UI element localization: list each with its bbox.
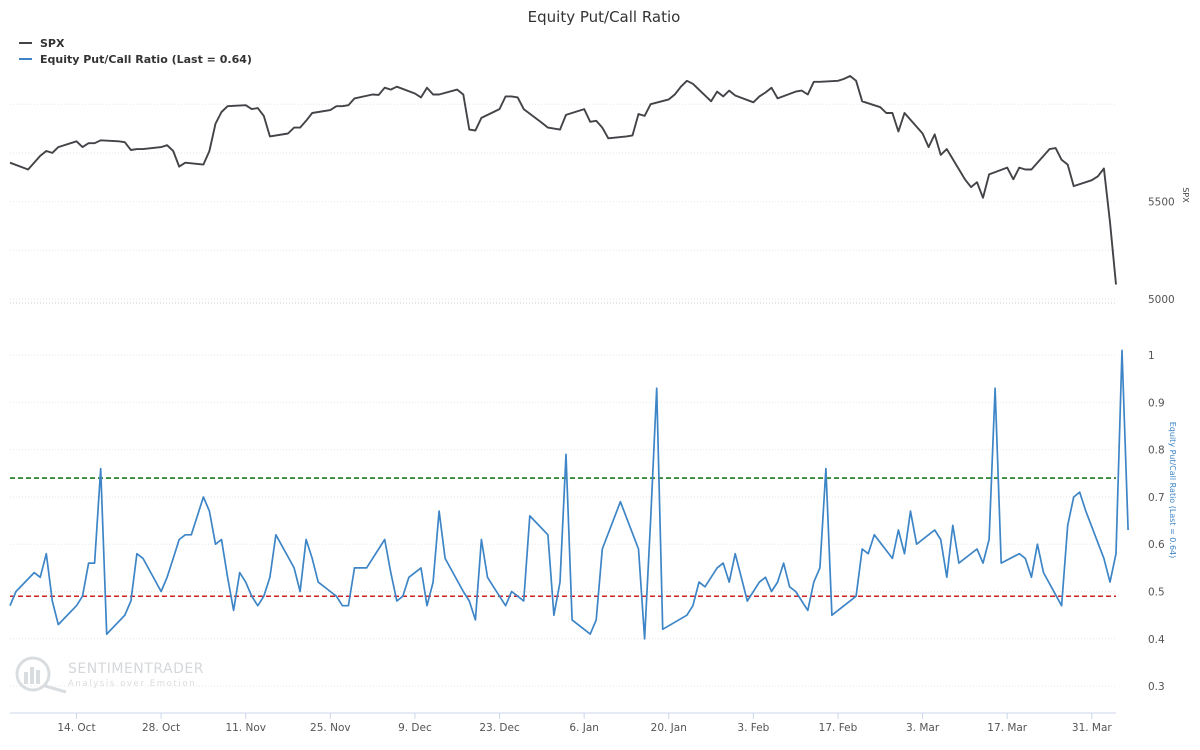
pcr-y-tick-label: 0.9 [1148, 397, 1165, 409]
spx-y-tick-label: 5500 [1148, 197, 1175, 209]
pcr-y-axis: 0.3 0.4 0.5 0.6 0.7 0.8 0.9 1 [1148, 350, 1165, 693]
x-tick-label: 28. Oct [142, 722, 180, 734]
watermark: SENTIMENTRADER Analysis over Emotion [15, 656, 204, 694]
spx-series [9, 75, 1117, 285]
x-tick-label: 9. Dec [398, 722, 432, 734]
x-tick-label: 17. Mar [987, 722, 1028, 734]
x-tick-label: 31. Mar [1072, 722, 1113, 734]
x-tick-label: 25. Nov [310, 722, 351, 734]
pcr-y-tick-label: 0.5 [1148, 587, 1165, 599]
spx-gridlines [10, 103, 1116, 300]
x-tick-label: 6. Jan [569, 722, 599, 734]
pcr-y-tick-label: 0.7 [1148, 492, 1165, 504]
x-tick-label: 11. Nov [225, 722, 266, 734]
x-tick-label: 3. Mar [906, 722, 940, 734]
x-tick-label: 20. Jan [651, 722, 687, 734]
spx-line[interactable] [9, 75, 1117, 285]
pcr-gridlines [10, 354, 1116, 687]
pcr-y-tick-label: 0.4 [1148, 634, 1165, 646]
x-tick-label: 14. Oct [57, 722, 95, 734]
spx-y-tick-label: 5000 [1148, 294, 1175, 306]
spx-axis-title: SPX [1181, 187, 1190, 203]
pcr-y-tick-label: 0.3 [1148, 681, 1165, 693]
spx-y-axis: 5000 5500 [1148, 197, 1175, 306]
pcr-series [9, 349, 1129, 640]
x-tick-label: 3. Feb [737, 722, 769, 734]
pcr-line[interactable] [9, 349, 1129, 640]
watermark-tagline: Analysis over Emotion [68, 679, 196, 689]
reference-lines [10, 477, 1116, 598]
watermark-logo-icon [15, 656, 67, 694]
legend: SPX Equity Put/Call Ratio (Last = 0.64) [19, 37, 252, 66]
legend-label-put-call-ratio: Equity Put/Call Ratio (Last = 0.64) [40, 53, 252, 66]
pcr-axis-title: Equity Put/Call Ratio (Last = 0.64) [1168, 422, 1177, 559]
x-tick-label: 23. Dec [479, 722, 520, 734]
pcr-y-tick-label: 0.6 [1148, 539, 1165, 551]
legend-item-put-call-ratio[interactable]: Equity Put/Call Ratio (Last = 0.64) [19, 53, 252, 66]
x-axis: 14. Oct 28. Oct 11. Nov 25. Nov 9. Dec 23. De… [57, 713, 1112, 734]
x-tick-label: 17. Feb [819, 722, 858, 734]
legend-label-spx: SPX [40, 37, 65, 50]
pcr-y-tick-label: 0.8 [1148, 445, 1165, 457]
chart-title: Equity Put/Call Ratio [528, 8, 681, 26]
pcr-y-tick-label: 1 [1148, 350, 1155, 362]
legend-item-spx[interactable]: SPX [19, 37, 65, 50]
watermark-name: SENTIMENTRADER [68, 661, 204, 677]
